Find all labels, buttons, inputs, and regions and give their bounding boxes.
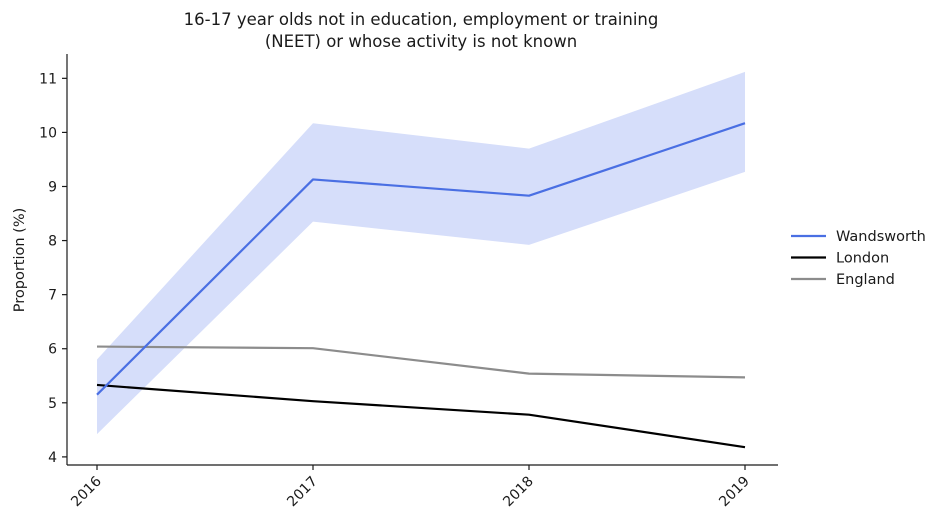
y-tick-label: 4	[48, 450, 57, 466]
y-tick-label: 6	[48, 342, 57, 358]
legend-label-england: England	[836, 272, 895, 288]
y-tick-label: 7	[48, 288, 57, 304]
chart-title-line-2: (NEET) or whose activity is not known	[265, 32, 577, 51]
x-tick-label: 2019	[716, 474, 753, 511]
y-tick-label: 9	[48, 179, 57, 195]
y-tick-label: 8	[48, 234, 57, 250]
y-axis-label: Proportion (%)	[12, 208, 28, 313]
chart-title-line-1: 16-17 year olds not in education, employ…	[184, 10, 659, 29]
y-tick-label: 5	[48, 396, 57, 412]
series-line-london	[96, 383, 746, 449]
series-line-england	[96, 345, 746, 379]
confidence-band-wandsworth	[97, 71, 745, 435]
x-tick-label: 2017	[284, 474, 321, 511]
x-tick-label: 2018	[500, 474, 537, 511]
y-tick-label: 11	[39, 71, 57, 87]
legend-label-london: London	[836, 251, 889, 267]
y-tick-label: 10	[39, 125, 57, 141]
legend: Wandsworth London England	[791, 229, 926, 288]
x-tick-label: 2016	[68, 473, 105, 510]
series-line-wandsworth	[96, 122, 746, 396]
plot-area: 4 5 6 7 8 9 10 11 2016 2017 2018 2019	[39, 54, 778, 510]
legend-label-wandsworth: Wandsworth	[836, 229, 926, 245]
